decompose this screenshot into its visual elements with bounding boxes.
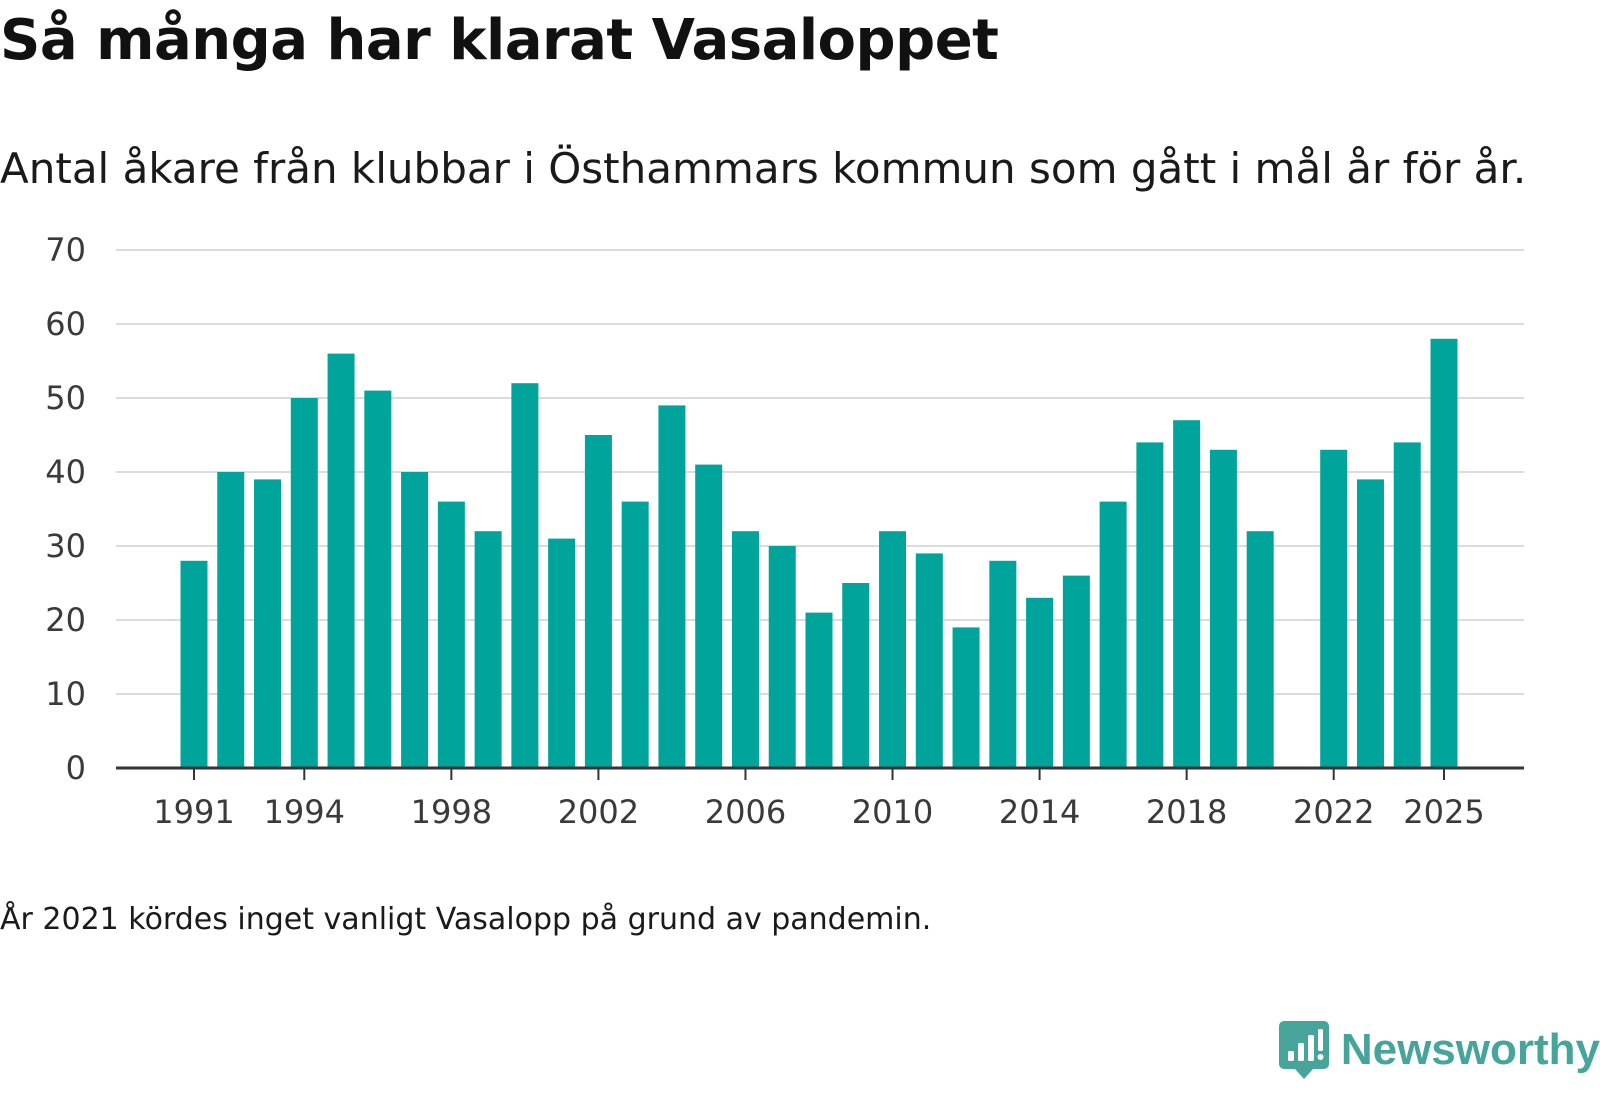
y-tick-label: 30 bbox=[45, 527, 86, 565]
bar-2009 bbox=[842, 583, 870, 768]
y-tick-label: 40 bbox=[45, 453, 86, 491]
bar-2023 bbox=[1356, 479, 1384, 768]
bar-2020 bbox=[1246, 531, 1274, 768]
bar-2001 bbox=[548, 538, 576, 768]
bar-2004 bbox=[658, 405, 686, 768]
x-tick-label: 1991 bbox=[153, 793, 234, 831]
bar-1999 bbox=[474, 531, 502, 768]
bar-2000 bbox=[511, 383, 539, 768]
chart-subtitle: Antal åkare från klubbar i Östhammars ko… bbox=[0, 144, 1527, 193]
bar-2022 bbox=[1320, 449, 1348, 768]
bar-2017 bbox=[1136, 442, 1164, 768]
bar-2012 bbox=[952, 627, 980, 768]
bar-2011 bbox=[915, 553, 943, 768]
y-tick-label: 0 bbox=[66, 749, 86, 787]
bar-2019 bbox=[1209, 449, 1237, 768]
bar-2010 bbox=[879, 531, 907, 768]
bar-1993 bbox=[254, 479, 282, 768]
y-tick-label: 10 bbox=[45, 675, 86, 713]
x-tick-label: 2010 bbox=[852, 793, 933, 831]
bar-1995 bbox=[327, 353, 355, 768]
bar-2013 bbox=[989, 560, 1017, 768]
brand-logo[interactable]: Newsworthy bbox=[1278, 1018, 1600, 1082]
x-tick-label: 1998 bbox=[411, 793, 492, 831]
x-tick-label: 2018 bbox=[1146, 793, 1227, 831]
x-tick-label: 2002 bbox=[558, 793, 639, 831]
bar-2025 bbox=[1430, 338, 1458, 768]
newsworthy-logo-icon bbox=[1278, 1021, 1329, 1079]
y-axis: 0 10 20 30 40 50 60 70 bbox=[45, 231, 86, 787]
chart-note: År 2021 kördes inget vanligt Vasalopp på… bbox=[0, 902, 932, 937]
bar-2016 bbox=[1099, 501, 1127, 768]
x-tick-label: 2006 bbox=[705, 793, 786, 831]
y-tick-label: 50 bbox=[45, 379, 86, 417]
bar-2007 bbox=[768, 546, 796, 768]
chart-title: Så många har klarat Vasaloppet bbox=[0, 8, 999, 73]
x-tick-label: 2025 bbox=[1403, 793, 1484, 831]
bar-1994 bbox=[290, 398, 318, 768]
bar-2024 bbox=[1393, 442, 1421, 768]
bar-1992 bbox=[217, 472, 245, 768]
y-tick-label: 20 bbox=[45, 601, 86, 639]
bar-1996 bbox=[364, 390, 392, 768]
x-axis: 1991 1994 1998 2002 2006 2010 2014 2018 2022 2025 bbox=[116, 766, 1524, 831]
y-tick-label: 60 bbox=[45, 305, 86, 343]
brand-name: Newsworthy bbox=[1340, 1025, 1600, 1074]
bar-1997 bbox=[401, 472, 429, 768]
x-tick-label: 2014 bbox=[999, 793, 1080, 831]
bar-2018 bbox=[1173, 420, 1201, 768]
bar-2015 bbox=[1062, 575, 1090, 768]
bar-chart: 0 10 20 30 40 50 60 70 1991 1994 1998 2002 2006 2010… bbox=[45, 231, 1524, 831]
bar-2014 bbox=[1026, 597, 1054, 768]
x-tick-label: 1994 bbox=[264, 793, 345, 831]
y-tick-label: 70 bbox=[45, 231, 86, 269]
bar-2005 bbox=[695, 464, 723, 768]
bar-1991 bbox=[180, 560, 208, 768]
bar-2003 bbox=[621, 501, 649, 768]
bar-2006 bbox=[731, 531, 759, 768]
bar-2008 bbox=[805, 612, 833, 768]
x-tick-label: 2022 bbox=[1293, 793, 1374, 831]
bar-1998 bbox=[437, 501, 465, 768]
bars bbox=[180, 338, 1458, 768]
bar-2002 bbox=[584, 435, 612, 768]
